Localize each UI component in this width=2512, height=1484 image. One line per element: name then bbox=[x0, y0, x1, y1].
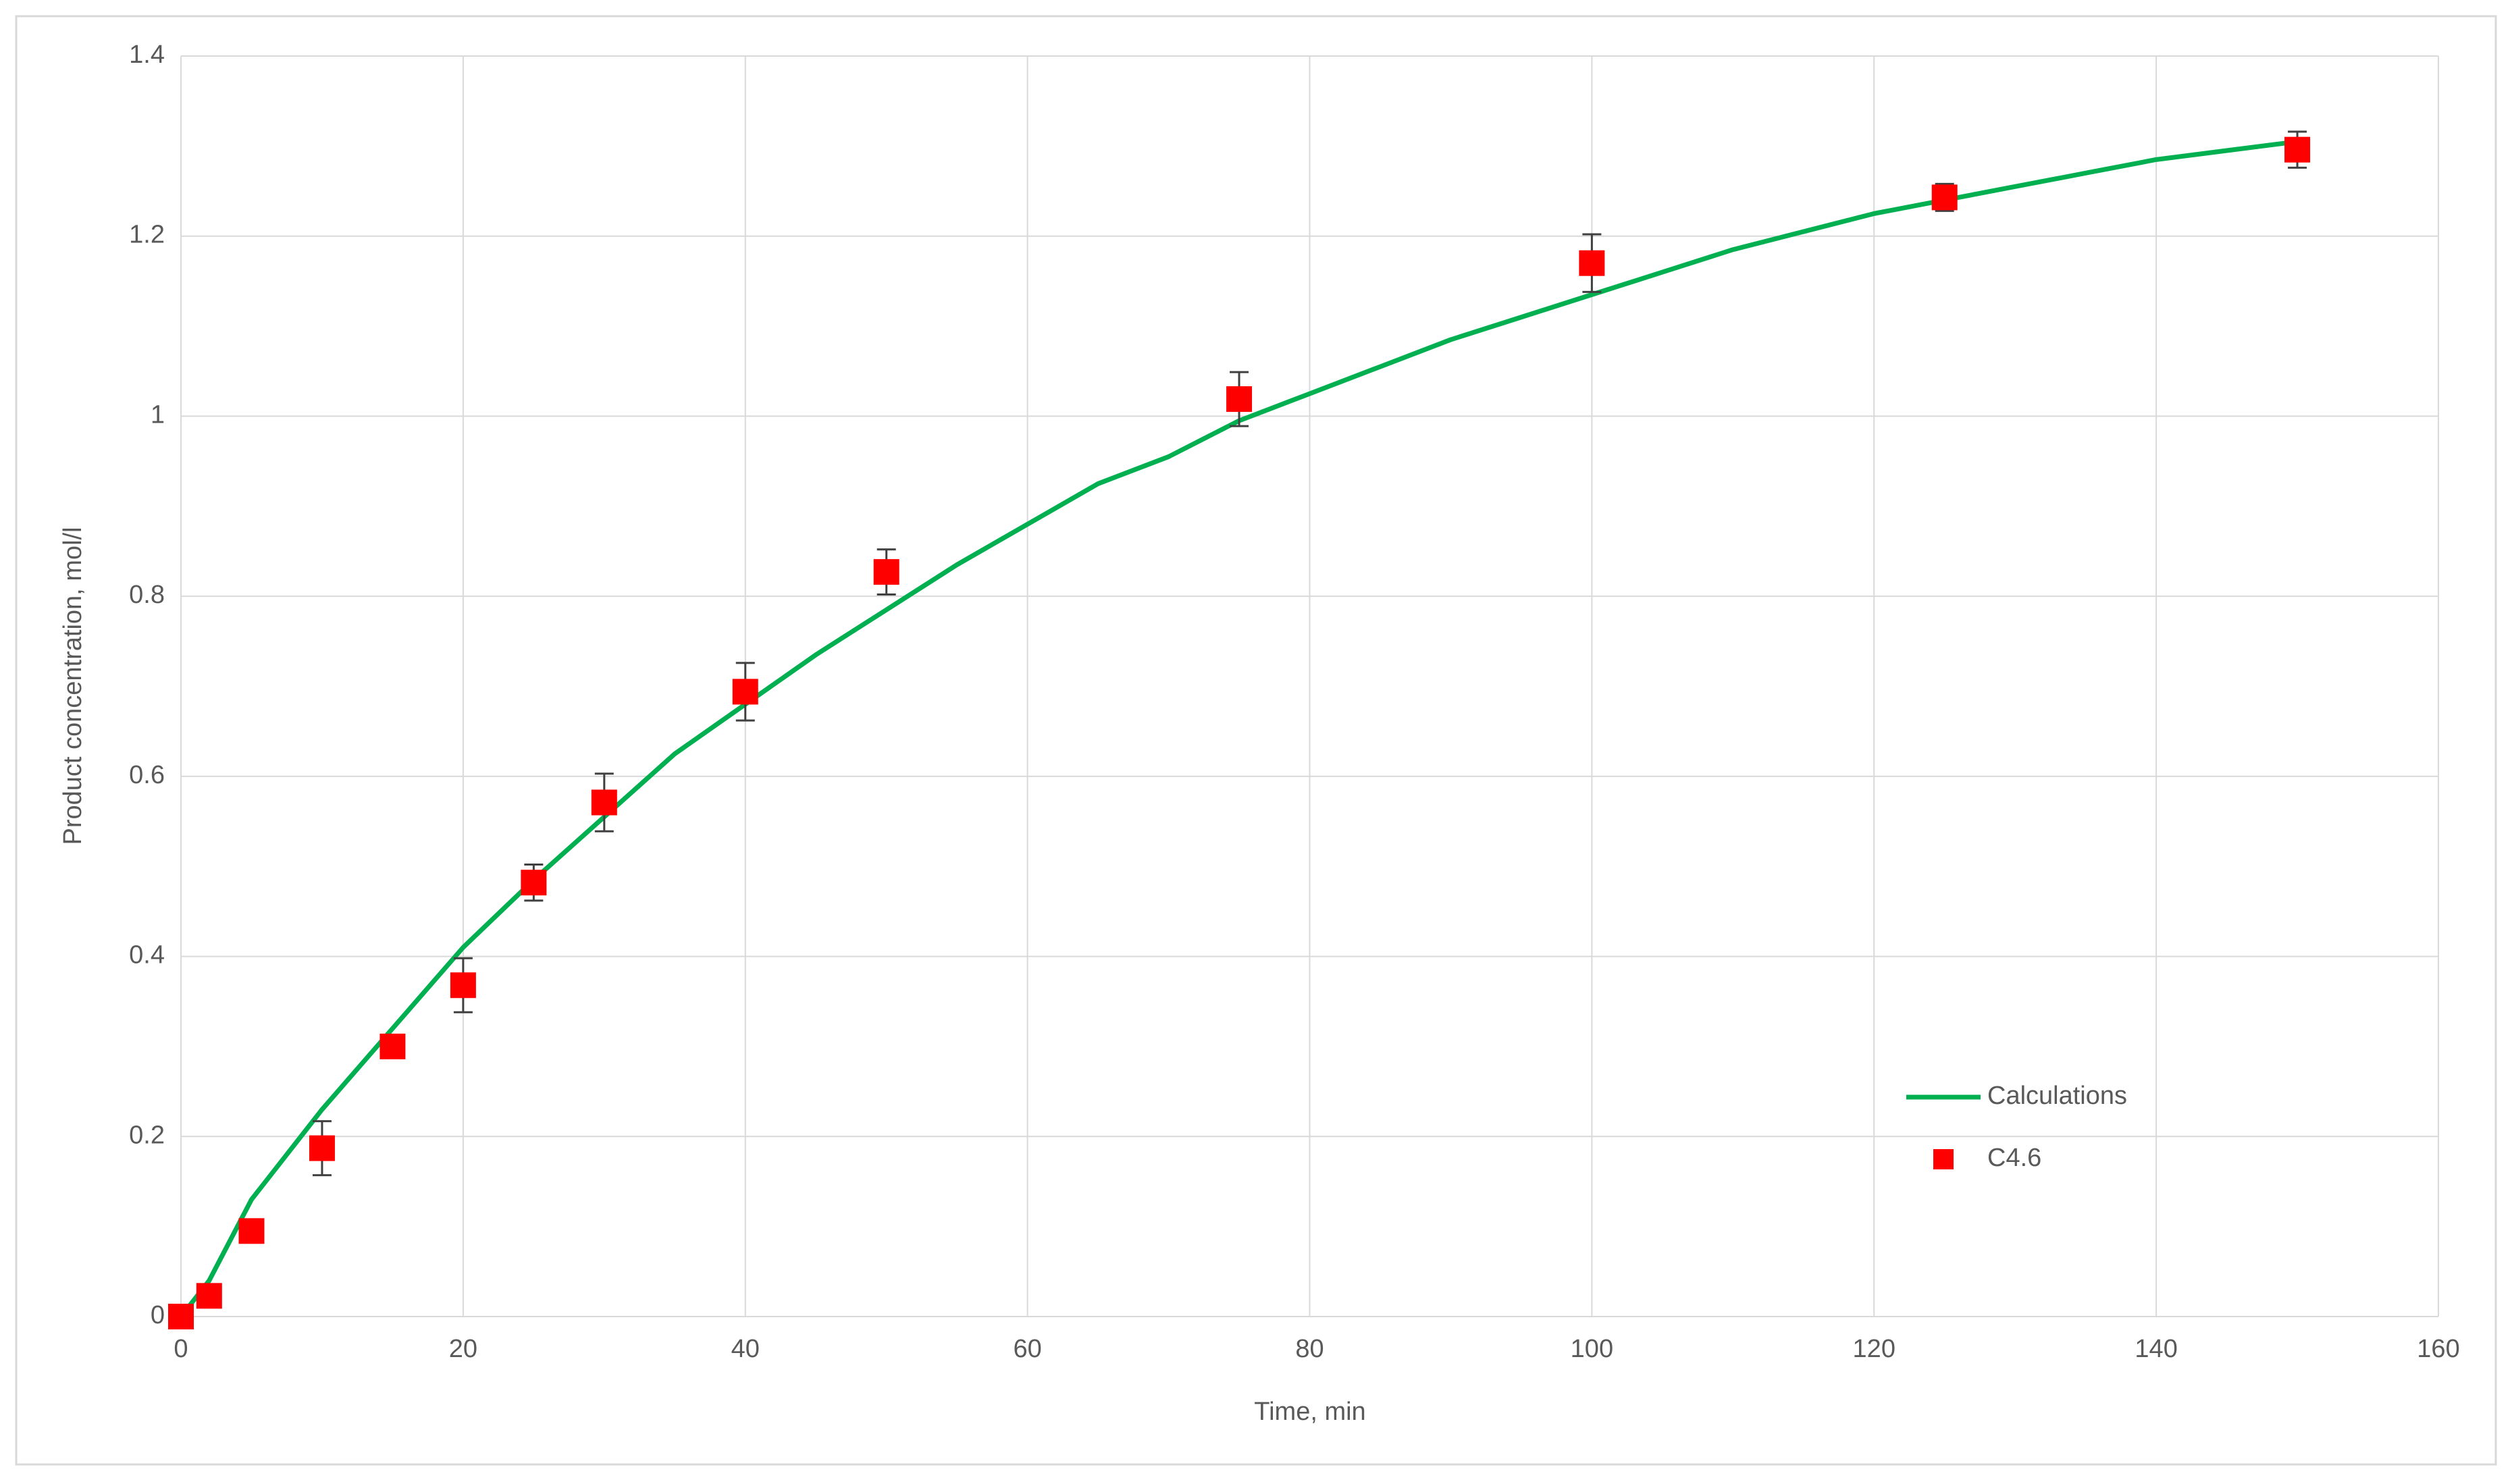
y-tick-label: 0 bbox=[151, 1301, 165, 1329]
x-axis-label: Time, min bbox=[1254, 1398, 1365, 1426]
x-tick-label: 0 bbox=[174, 1335, 188, 1363]
x-tick-label: 100 bbox=[1571, 1335, 1613, 1363]
legend-label: Calculations bbox=[1987, 1082, 2127, 1110]
x-tick-label: 60 bbox=[1013, 1335, 1041, 1363]
y-axis-label: Product concentration, mol/l bbox=[59, 527, 87, 845]
legend-label: C4.6 bbox=[1987, 1144, 2041, 1172]
x-tick-label: 160 bbox=[2417, 1335, 2459, 1363]
y-tick-label: 0.2 bbox=[129, 1121, 165, 1149]
data-point bbox=[521, 870, 547, 896]
y-tick-label: 0.8 bbox=[129, 581, 165, 609]
chart-border bbox=[15, 15, 2497, 1466]
x-tick-label: 20 bbox=[449, 1335, 477, 1363]
data-point bbox=[2284, 136, 2311, 163]
y-tick-label: 1.2 bbox=[129, 221, 165, 249]
data-point bbox=[238, 1218, 265, 1244]
data-point bbox=[1579, 250, 1605, 276]
y-tick-label: 0.6 bbox=[129, 761, 165, 789]
y-tick-label: 1.4 bbox=[129, 41, 165, 69]
y-tick-label: 1 bbox=[151, 400, 165, 429]
data-point bbox=[1226, 386, 1253, 413]
data-point bbox=[873, 559, 899, 585]
data-point bbox=[168, 1304, 194, 1329]
data-point bbox=[1931, 184, 1958, 211]
x-tick-label: 120 bbox=[1853, 1335, 1895, 1363]
y-tick-label: 0.4 bbox=[129, 941, 165, 970]
data-point bbox=[732, 679, 758, 705]
data-point bbox=[196, 1283, 222, 1309]
data-point bbox=[591, 789, 617, 816]
x-tick-label: 80 bbox=[1295, 1335, 1324, 1363]
x-tick-label: 40 bbox=[731, 1335, 760, 1363]
data-point bbox=[380, 1033, 406, 1059]
data-point bbox=[450, 972, 476, 999]
legend-marker bbox=[1933, 1149, 1954, 1169]
x-tick-label: 140 bbox=[2135, 1335, 2177, 1363]
data-point bbox=[309, 1135, 335, 1161]
